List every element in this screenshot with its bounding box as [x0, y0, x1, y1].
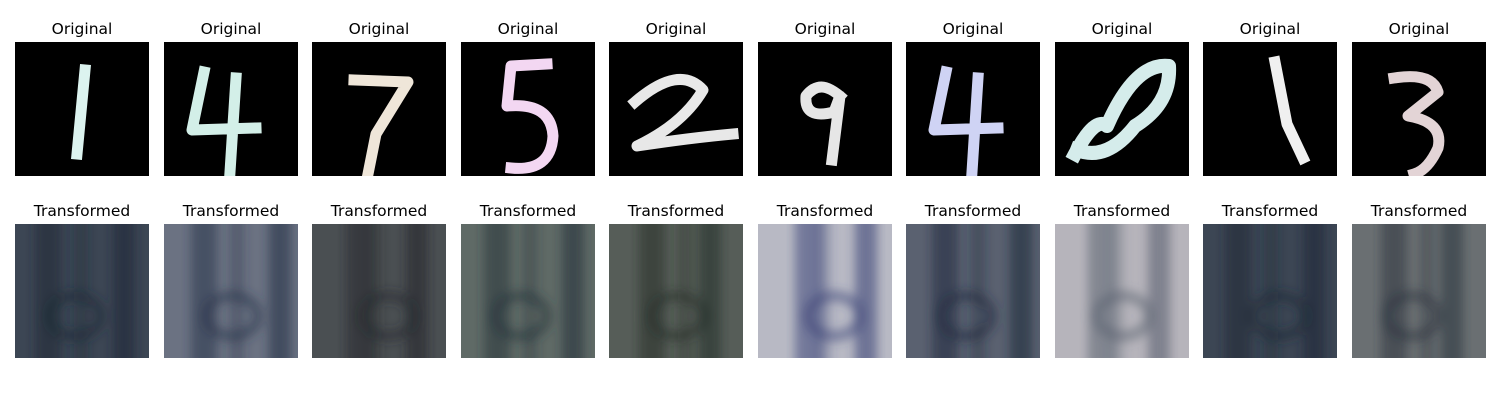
original-title: Original	[942, 20, 1004, 38]
transformed-title: Transformed	[330, 202, 428, 220]
original-title: Original	[1388, 20, 1450, 38]
original-image	[461, 42, 595, 176]
original-title: Original	[794, 20, 856, 38]
original-title: Original	[1091, 20, 1153, 38]
digit-stroke	[501, 58, 559, 174]
original-image	[15, 42, 149, 176]
transformed-title: Transformed	[1221, 202, 1319, 220]
digit-stroke	[800, 81, 848, 167]
transformed-image	[164, 224, 298, 358]
transformed-image	[1352, 224, 1486, 358]
original-image	[906, 42, 1040, 176]
transformed-image	[1055, 224, 1189, 358]
digit-stroke	[1065, 58, 1177, 164]
digit-stroke	[1387, 71, 1445, 176]
transformed-title: Transformed	[479, 202, 577, 220]
original-title: Original	[51, 20, 113, 38]
original-image	[1352, 42, 1486, 176]
original-image	[164, 42, 298, 176]
transformed-title: Transformed	[33, 202, 131, 220]
original-image	[312, 42, 446, 176]
original-image	[758, 42, 892, 176]
transformed-image	[609, 224, 743, 358]
original-image	[1055, 42, 1189, 176]
transformed-title: Transformed	[1370, 202, 1468, 220]
original-title: Original	[348, 20, 410, 38]
original-image	[1203, 42, 1337, 176]
original-image	[609, 42, 743, 176]
transformed-title: Transformed	[627, 202, 725, 220]
digit-stroke	[186, 65, 262, 176]
original-title: Original	[200, 20, 262, 38]
digit-stroke	[627, 73, 739, 152]
transformed-image	[906, 224, 1040, 358]
transformed-title: Transformed	[776, 202, 874, 220]
original-title: Original	[497, 20, 559, 38]
transformed-image	[1203, 224, 1337, 358]
transformed-image	[461, 224, 595, 358]
transformed-image	[758, 224, 892, 358]
transformed-title: Transformed	[1073, 202, 1171, 220]
transformed-title: Transformed	[182, 202, 280, 220]
digit-stroke	[348, 74, 414, 176]
digit-stroke	[928, 65, 1004, 176]
original-title: Original	[1239, 20, 1301, 38]
transformed-image	[15, 224, 149, 358]
digit-stroke	[1268, 55, 1311, 166]
original-title: Original	[645, 20, 707, 38]
transformed-title: Transformed	[924, 202, 1022, 220]
transformed-image	[312, 224, 446, 358]
digit-stroke	[71, 64, 91, 160]
